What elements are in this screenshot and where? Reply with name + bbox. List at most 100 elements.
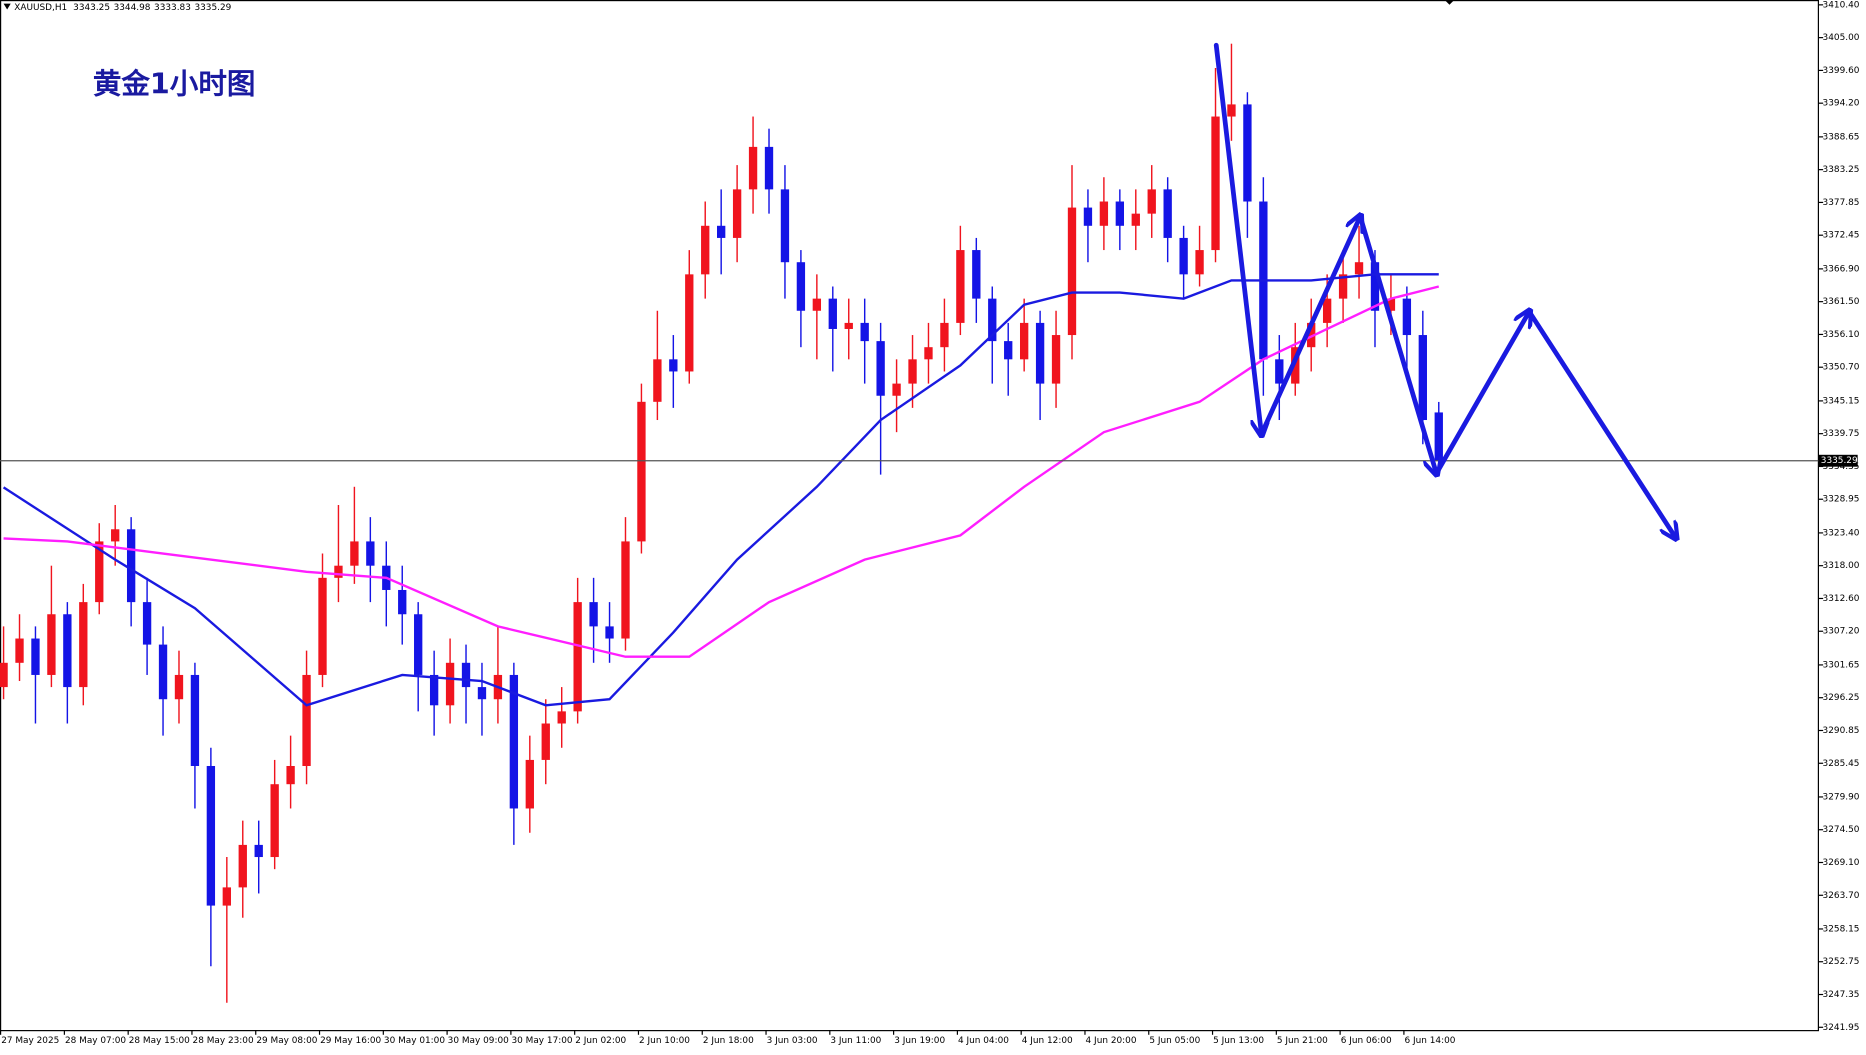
y-tick-label: 3241.95 [1823, 1023, 1860, 1033]
arrow [1259, 216, 1360, 437]
candle-body [1179, 237, 1188, 275]
y-tick-label: 3279.90 [1823, 792, 1860, 802]
candle-body [509, 674, 519, 809]
arrow [1526, 309, 1675, 538]
candle-body [318, 577, 327, 675]
y-tick-label: 3361.50 [1823, 297, 1860, 307]
y-tick-label: 3339.75 [1823, 429, 1860, 439]
x-tick-label: 5 Jun 21:00 [1277, 1036, 1328, 1046]
candle-body [1386, 298, 1396, 311]
candle-body [95, 541, 104, 603]
y-tick-label: 3410.40 [1823, 0, 1860, 10]
y-tick-label: 3399.60 [1823, 66, 1860, 76]
y-tick-label: 3269.10 [1823, 858, 1860, 868]
x-tick-label: 5 Jun 13:00 [1213, 1036, 1264, 1046]
y-tick-label: 3285.45 [1823, 759, 1860, 769]
x-tick-label: 4 Jun 04:00 [958, 1036, 1009, 1046]
candle-body [1243, 104, 1252, 202]
candle-body [254, 844, 263, 858]
open: 3343.25 [73, 3, 110, 13]
candle-body [15, 638, 24, 663]
y-tick-label: 3366.90 [1823, 264, 1860, 274]
candle-body [717, 225, 726, 238]
candle-body [1227, 104, 1236, 117]
y-tick-label: 3296.25 [1823, 693, 1860, 703]
x-tick-label: 28 May 23:00 [193, 1036, 254, 1046]
candle-body [414, 614, 423, 675]
candle-body [1131, 213, 1140, 226]
x-tick-label: 3 Jun 03:00 [767, 1036, 818, 1046]
candle-body [876, 341, 885, 396]
candle-body [1211, 116, 1220, 251]
candle-body [1275, 359, 1284, 384]
x-tick-label: 3 Jun 11:00 [830, 1036, 881, 1046]
candle-body [461, 662, 471, 688]
y-tick-label: 3345.15 [1823, 396, 1860, 406]
x-tick-label: 2 Jun 02:00 [575, 1036, 626, 1046]
x-tick-label: 30 May 01:00 [384, 1036, 445, 1046]
x-tick-label: 3 Jun 19:00 [894, 1036, 945, 1046]
y-tick-label: 3263.70 [1823, 891, 1860, 901]
y-tick-label: 3252.75 [1823, 957, 1860, 967]
candle-body [972, 250, 981, 299]
candle-body [828, 298, 837, 329]
x-tick-label: 28 May 15:00 [129, 1036, 190, 1046]
candle-body [47, 614, 56, 675]
candle-body [956, 250, 965, 323]
y-tick-label: 3377.85 [1823, 198, 1860, 208]
y-tick-label: 3383.25 [1823, 165, 1860, 175]
candle-body [780, 189, 790, 263]
header: XAUUSD,H1 3343.25 3344.98 3333.83 3335.29 [14, 3, 231, 13]
low: 3333.83 [154, 3, 191, 13]
x-tick-label: 5 Jun 05:00 [1149, 1036, 1200, 1046]
arrow [1434, 312, 1529, 476]
y-tick-label: 3323.40 [1823, 528, 1860, 538]
candle-body [637, 401, 646, 542]
candle-body [445, 662, 455, 706]
candle-body [1307, 322, 1316, 348]
candle-body [669, 359, 678, 372]
candle-body [924, 347, 933, 360]
y-tick-label: 3312.60 [1823, 594, 1860, 604]
price-label-box [1818, 454, 1858, 467]
candle-body [1354, 262, 1364, 275]
candle-body [748, 146, 758, 190]
candle-body [621, 541, 630, 639]
candle-body [1418, 335, 1427, 421]
price-label: 3335.29 [1821, 456, 1858, 466]
candle-body [366, 541, 375, 566]
candle-body [111, 529, 120, 542]
symbol: XAUUSD,H1 [14, 3, 67, 13]
close: 3335.29 [194, 3, 231, 13]
x-tick-label: 29 May 08:00 [256, 1036, 317, 1046]
y-tick-label: 3388.65 [1823, 132, 1860, 142]
candle-body [142, 602, 152, 645]
candle-body [1083, 207, 1093, 226]
candle-body [126, 529, 136, 603]
candle-body [79, 602, 88, 688]
candle-body [605, 626, 614, 639]
candle-body [1019, 322, 1029, 360]
chart-title: 黄金1小时图 [93, 67, 256, 101]
marks [0, 43, 1819, 1003]
symbol-icon [3, 3, 11, 10]
candle-body [844, 322, 853, 329]
y-tick-label: 3274.50 [1823, 825, 1860, 835]
candle-body [350, 541, 359, 566]
y-tick-label: 3372.45 [1823, 231, 1860, 241]
candle-body [1195, 250, 1204, 275]
candle-body [1370, 262, 1380, 311]
candle-body [589, 602, 598, 627]
x-tick-label: 27 May 2025 [1, 1036, 59, 1046]
candle-body [685, 274, 694, 372]
x-tick-label: 2 Jun 18:00 [703, 1036, 754, 1046]
candle-body [1035, 322, 1045, 384]
candle-body [764, 146, 774, 190]
candle-body [1004, 341, 1013, 360]
y-tick-label: 3318.00 [1823, 561, 1860, 571]
x-tick-label: 4 Jun 20:00 [1086, 1036, 1137, 1046]
candle-body [573, 602, 582, 712]
y-tick-label: 3258.15 [1823, 924, 1860, 934]
candle-body [812, 298, 822, 311]
